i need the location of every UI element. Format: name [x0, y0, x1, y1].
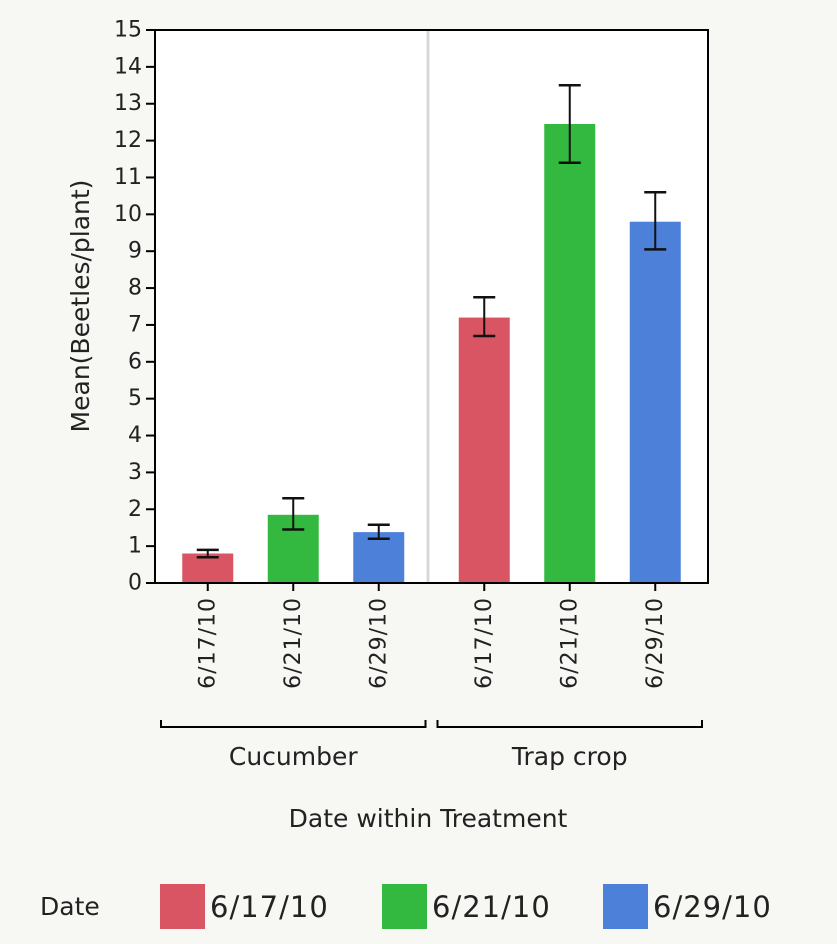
category-label: 6/21/10 [281, 597, 306, 689]
y-tick-label: 14 [114, 54, 142, 79]
y-tick-label: 8 [128, 276, 142, 301]
category-label: 6/17/10 [195, 597, 220, 689]
bar [629, 221, 681, 583]
y-tick-label: 4 [128, 423, 142, 448]
bar [544, 124, 596, 583]
legend-label: 6/21/10 [432, 890, 551, 924]
bar [458, 317, 510, 583]
y-tick-label: 15 [114, 18, 142, 43]
group-bracket [160, 720, 427, 728]
category-label: 6/17/10 [472, 597, 497, 689]
y-tick-label: 6 [128, 349, 142, 374]
plot-area [155, 30, 708, 583]
legend-swatch [160, 884, 205, 929]
y-tick-label: 11 [114, 165, 142, 190]
category-label: 6/29/10 [643, 597, 668, 689]
y-tick-label: 10 [114, 202, 142, 227]
legend-label: 6/17/10 [210, 890, 329, 924]
group-bracket [436, 720, 703, 728]
category-label: 6/29/10 [366, 597, 391, 689]
y-axis-title: Mean(Beetles/plant) [66, 180, 95, 433]
group-label: Trap crop [511, 742, 628, 771]
y-tick-label: 5 [128, 386, 142, 411]
category-label: 6/21/10 [557, 597, 582, 689]
legend-swatch [382, 884, 427, 929]
legend-title: Date [40, 892, 100, 921]
y-tick-label: 2 [128, 497, 142, 522]
legend-swatch [603, 884, 648, 929]
y-tick-label: 9 [128, 239, 142, 264]
plot-frame [154, 29, 709, 584]
x-axis-title: Date within Treatment [289, 804, 568, 833]
y-tick-label: 7 [128, 312, 142, 337]
y-tick-label: 3 [128, 460, 142, 485]
bar [353, 532, 405, 583]
group-label: Cucumber [229, 742, 358, 771]
y-tick-label: 1 [128, 534, 142, 559]
y-tick-label: 13 [114, 91, 142, 116]
legend-label: 6/29/10 [653, 890, 772, 924]
y-tick-label: 12 [114, 128, 142, 153]
y-tick-label: 0 [128, 571, 142, 596]
